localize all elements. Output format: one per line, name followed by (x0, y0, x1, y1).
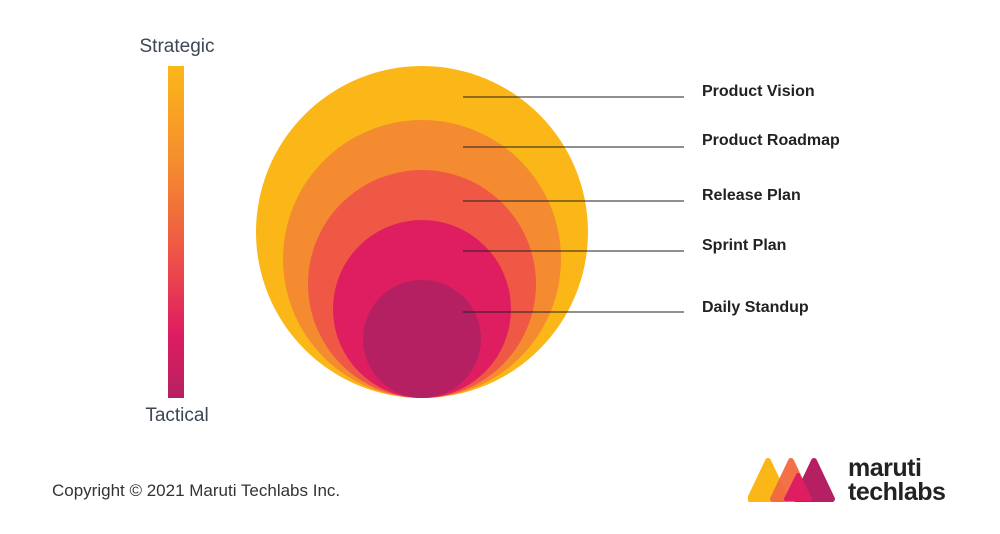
layer-label-daily-standup: Daily Standup (702, 299, 809, 316)
layer-label-release-plan: Release Plan (702, 187, 801, 204)
brand-wordmark-line2: techlabs (848, 478, 946, 506)
layer-label-product-vision: Product Vision (702, 83, 815, 100)
layer-circle-daily-standup (363, 280, 481, 398)
strategic-tactical-gradient-bar (168, 66, 184, 398)
copyright-text: Copyright © 2021 Maruti Techlabs Inc. (52, 481, 341, 500)
brand-wordmark-line1: maruti (848, 454, 922, 482)
maruti-techlabs-logo-icon (748, 458, 835, 502)
scale-bottom-label: Tactical (145, 405, 209, 426)
scale-top-label: Strategic (139, 36, 215, 57)
layer-label-product-roadmap: Product Roadmap (702, 132, 840, 149)
layer-label-sprint-plan: Sprint Plan (702, 237, 787, 254)
brand-wordmark: maruti techlabs (848, 454, 946, 506)
